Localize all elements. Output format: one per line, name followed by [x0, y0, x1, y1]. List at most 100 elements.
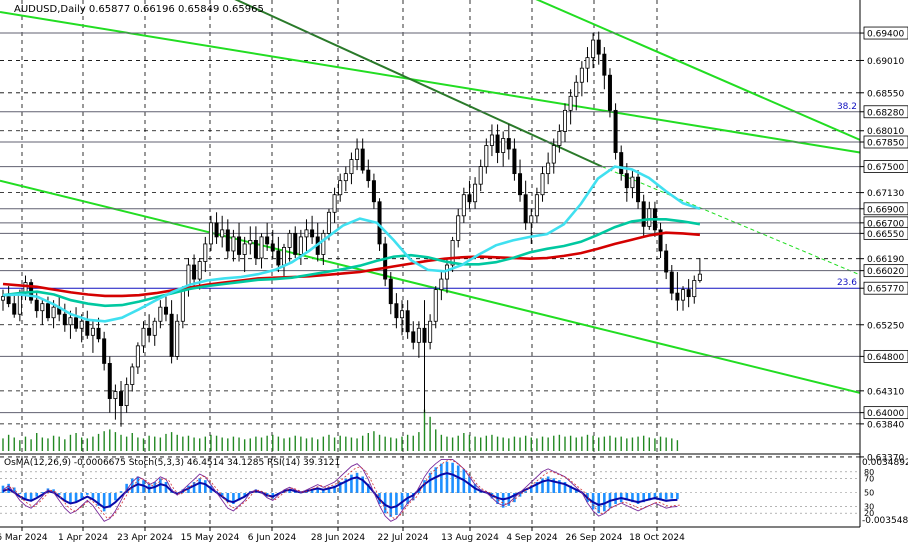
candle-body — [450, 240, 455, 266]
volume-bars — [2, 409, 679, 451]
oscillator-level-label: 30 — [864, 502, 874, 511]
price-label-box — [863, 226, 908, 240]
candle-body — [225, 229, 230, 252]
candle-body — [675, 292, 680, 301]
candle-body — [607, 74, 612, 111]
price-label: 0.66700 — [867, 219, 904, 229]
fib-label: 38.2 — [837, 102, 857, 112]
candle-body — [602, 53, 607, 76]
candle-body — [613, 109, 618, 153]
candle-body — [551, 145, 556, 164]
candle-body — [124, 384, 129, 407]
candle-body — [439, 278, 444, 291]
candle-body — [265, 236, 270, 245]
oscillator-level-label: 80 — [864, 468, 874, 477]
candle-body — [135, 345, 140, 368]
candle-body — [366, 169, 371, 182]
price-levels — [0, 32, 860, 414]
candle-body — [214, 222, 219, 238]
candle-body — [697, 273, 702, 281]
price-label: 0.65770 — [867, 285, 904, 295]
candle-body — [495, 134, 500, 153]
candle-body — [147, 327, 152, 336]
candle-body — [563, 109, 568, 132]
candle-body — [540, 173, 545, 196]
candle-body — [518, 173, 523, 196]
price-label-box — [863, 349, 908, 363]
fib-label: 23.6 — [837, 278, 857, 288]
candle-body — [591, 39, 596, 59]
oscillator-level-label: 50 — [864, 489, 874, 498]
price-label: 0.67850 — [867, 138, 904, 148]
candle-body — [534, 194, 539, 217]
candle-body — [74, 317, 79, 329]
candlesticks — [0, 31, 702, 427]
candle-body — [310, 229, 315, 238]
candle-body — [287, 232, 292, 248]
candle-body — [242, 243, 247, 255]
price-label-box — [863, 281, 908, 295]
candle-body — [17, 292, 22, 315]
candle-body — [467, 194, 472, 203]
price-label: 0.66550 — [867, 230, 904, 240]
trend-line — [0, 179, 861, 394]
price-label: 0.67500 — [867, 163, 904, 173]
candle-body — [484, 145, 489, 168]
candle-body — [619, 152, 624, 175]
candle-body — [163, 306, 168, 315]
candle-body — [636, 176, 641, 203]
candle-body — [0, 296, 6, 301]
candle-body — [568, 95, 573, 111]
price-label-box — [863, 26, 908, 40]
candle-body — [152, 320, 157, 336]
candle-body — [400, 310, 405, 319]
candle-body — [489, 134, 494, 146]
oscillator-panel — [0, 458, 860, 522]
oscillator-axis-label: 0.0034892 — [862, 458, 908, 468]
candle-body — [574, 81, 579, 97]
candle-body — [658, 229, 663, 252]
price-label: 0.64800 — [867, 353, 904, 363]
date-label: 26 Sep 2024 — [565, 533, 622, 543]
candle-body — [478, 166, 483, 185]
candle-body — [68, 317, 73, 326]
price-label: 0.65250 — [867, 321, 904, 331]
oscillator-level-label: 70 — [864, 475, 874, 484]
price-label: 0.68280 — [867, 108, 904, 118]
candle-body — [433, 289, 438, 322]
candle-body — [546, 162, 551, 175]
candle-body — [62, 313, 67, 326]
candle-body — [512, 148, 517, 175]
candle-body — [197, 261, 202, 280]
candle-body — [281, 247, 286, 266]
rsi-line — [2, 472, 678, 509]
price-label: 0.66900 — [867, 205, 904, 215]
price-label-box — [863, 264, 908, 278]
candle-body — [349, 159, 354, 175]
candle-body — [130, 366, 135, 385]
candle-body — [557, 131, 562, 146]
candle-body — [428, 320, 433, 343]
candle-body — [641, 201, 646, 227]
candle-body — [596, 39, 601, 55]
candle-body — [686, 289, 691, 298]
date-label: 23 Apr 2024 — [117, 533, 173, 543]
candle-body — [203, 243, 208, 262]
candle-body — [6, 296, 11, 305]
candle-body — [169, 313, 174, 357]
trend-line — [535, 0, 861, 141]
candle-body — [371, 180, 376, 203]
oscillator-level-label: 20 — [864, 509, 874, 518]
candle-body — [343, 173, 348, 182]
candle-body — [624, 173, 629, 189]
candle-body — [473, 183, 478, 203]
candle-body — [630, 176, 635, 189]
candle-body — [231, 236, 236, 252]
candle-body — [237, 236, 242, 255]
candle-body — [293, 232, 298, 255]
price-label: 0.64310 — [867, 387, 904, 397]
date-label: 4 Sep 2024 — [506, 533, 558, 543]
candle-body — [321, 232, 326, 255]
date-label: 28 Jun 2024 — [311, 533, 365, 543]
